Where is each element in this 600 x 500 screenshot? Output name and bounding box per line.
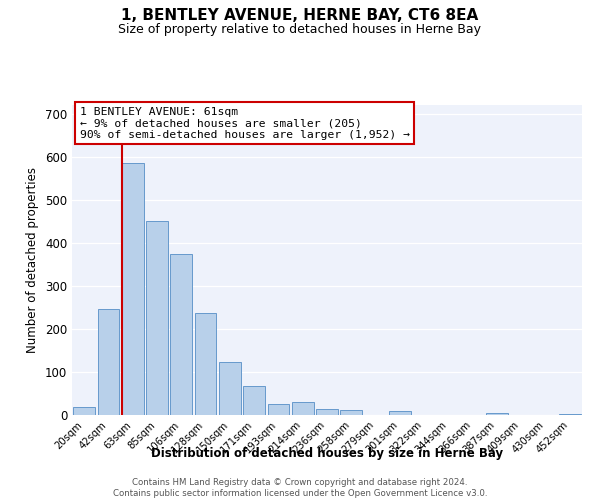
Bar [340, 410, 362, 415]
Text: Distribution of detached houses by size in Herne Bay: Distribution of detached houses by size … [151, 448, 503, 460]
Y-axis label: Number of detached properties: Number of detached properties [26, 167, 40, 353]
Bar [389, 411, 411, 415]
Text: 1, BENTLEY AVENUE, HERNE BAY, CT6 8EA: 1, BENTLEY AVENUE, HERNE BAY, CT6 8EA [121, 8, 479, 22]
Bar [170, 254, 192, 415]
Bar [268, 404, 289, 415]
Bar [219, 362, 241, 415]
Bar [316, 409, 338, 415]
Bar [292, 402, 314, 415]
Bar [146, 221, 168, 415]
Bar [73, 407, 95, 415]
Bar [122, 163, 143, 415]
Bar [243, 386, 265, 415]
Bar [97, 308, 119, 415]
Bar [559, 414, 581, 415]
Text: Contains HM Land Registry data © Crown copyright and database right 2024.
Contai: Contains HM Land Registry data © Crown c… [113, 478, 487, 498]
Bar [486, 413, 508, 415]
Text: 1 BENTLEY AVENUE: 61sqm
← 9% of detached houses are smaller (205)
90% of semi-de: 1 BENTLEY AVENUE: 61sqm ← 9% of detached… [80, 106, 410, 140]
Text: Size of property relative to detached houses in Herne Bay: Size of property relative to detached ho… [119, 22, 482, 36]
Bar [194, 313, 217, 415]
